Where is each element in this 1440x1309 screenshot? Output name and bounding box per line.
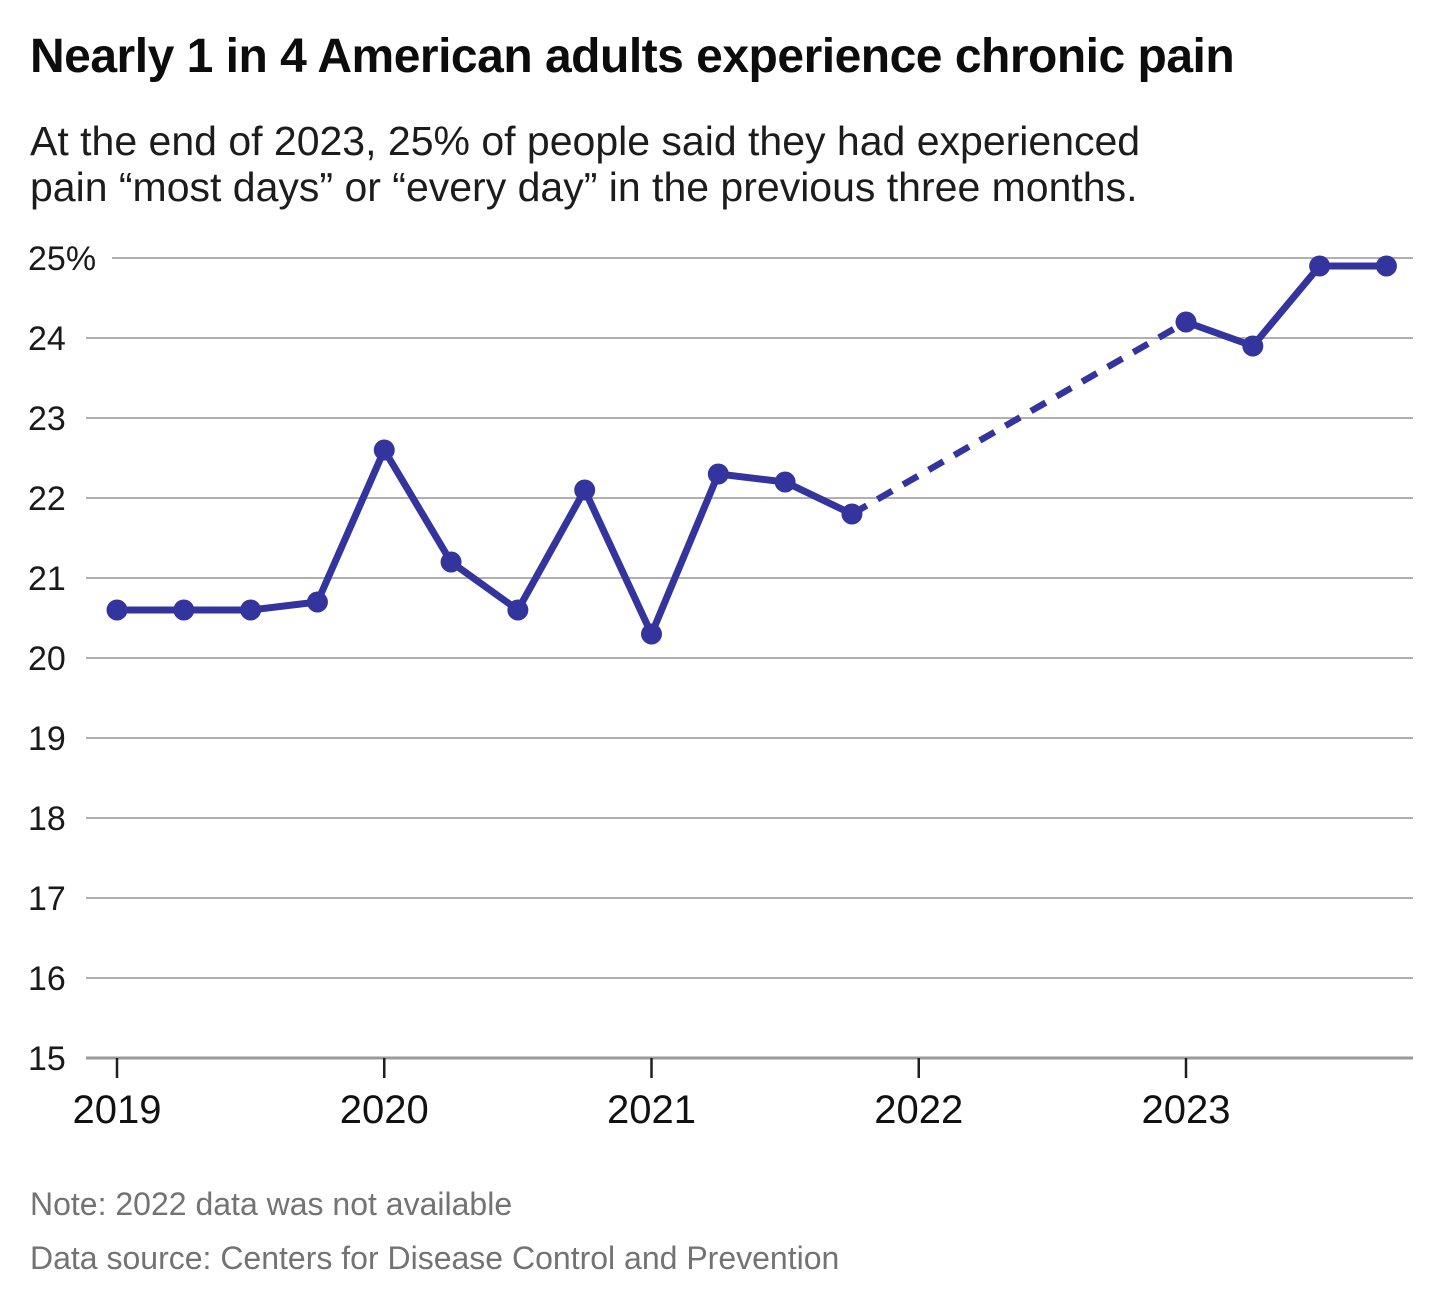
y-axis-label: 20 [28, 640, 66, 678]
data-point [373, 439, 395, 461]
y-axis-label: 24 [28, 320, 66, 358]
x-axis-label: 2023 [1142, 1088, 1231, 1132]
y-axis-label: 22 [28, 480, 66, 518]
y-axis-label: 17 [28, 880, 66, 918]
data-point [106, 599, 128, 621]
y-axis-label: 19 [28, 720, 66, 758]
x-axis-label: 2020 [340, 1088, 429, 1132]
y-axis-label: 25% [28, 240, 96, 278]
data-point [1242, 335, 1264, 357]
data-point [1309, 255, 1331, 277]
data-point [841, 503, 863, 525]
chart-note: Note: 2022 data was not available [30, 1186, 513, 1222]
data-point [240, 599, 262, 621]
data-point [707, 463, 729, 485]
data-line-solid [113, 446, 856, 638]
data-point [173, 599, 195, 621]
x-axis-label: 2022 [874, 1088, 963, 1132]
data-point [574, 479, 596, 501]
x-axis-label: 2019 [73, 1088, 162, 1132]
chart-source: Data source: Centers for Disease Control… [30, 1240, 840, 1276]
data-point [1375, 255, 1397, 277]
data-point [641, 623, 662, 645]
y-axis-label: 15 [28, 1040, 66, 1078]
y-axis-label: 21 [28, 560, 66, 598]
data-point [507, 599, 529, 621]
y-axis-label: 23 [28, 400, 66, 438]
data-point [774, 471, 796, 493]
data-line-dashed-gap [850, 319, 1188, 517]
data-point [1175, 311, 1197, 333]
x-axis-label: 2021 [607, 1088, 696, 1132]
chart-title: Nearly 1 in 4 American adults experience… [30, 30, 1235, 83]
y-axis-label: 16 [28, 960, 66, 998]
data-point [306, 591, 328, 613]
chart-subtitle: At the end of 2023, 25% of people said t… [30, 118, 1141, 210]
y-axis-label: 18 [28, 800, 66, 838]
data-point [440, 551, 462, 573]
data-line-solid [1182, 262, 1390, 350]
